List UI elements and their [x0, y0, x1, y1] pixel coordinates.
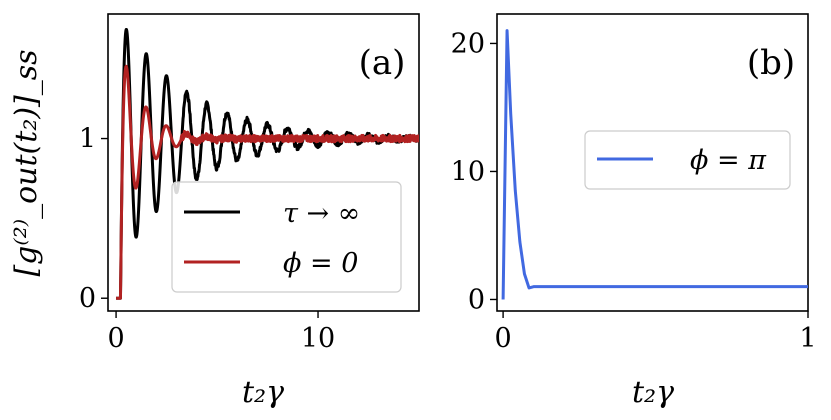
ytick-label: 0 [468, 284, 485, 315]
series-line-1-0 [501, 29, 808, 300]
panel-a: 0 10 0 1 (a) τ → ∞ ϕ = 0 t₂γ [g⁽²⁾_out(t₂)]… [9, 13, 420, 410]
series-line-0-1 [114, 64, 419, 300]
ytick-label: 10 [451, 156, 485, 187]
panel-a-legend: τ → ∞ ϕ = 0 [171, 181, 402, 293]
ytick-label: 1 [79, 124, 96, 155]
panel-a-legend-box [171, 181, 402, 293]
legend-text-phipi: ϕ = π [690, 145, 767, 176]
ytick-label: 0 [79, 283, 96, 314]
legend-text-phi0: ϕ = 0 [283, 248, 358, 279]
panel-a-ticks: 0 10 0 1 [79, 124, 335, 354]
panel-a-lines [114, 27, 419, 300]
panel-b-legend: ϕ = π [584, 130, 791, 190]
xtick-label: 1 [799, 323, 816, 354]
panel-b-legend-box [584, 130, 791, 190]
legend-text-tau: τ → ∞ [283, 198, 360, 229]
panel-b-xlabel: t₂γ [632, 375, 674, 410]
panel-a-ylabel: [g⁽²⁾_out(t₂)]_ss [9, 49, 44, 276]
xtick-label: 0 [495, 323, 512, 354]
panel-b-label: (b) [747, 43, 795, 83]
ytick-label: 20 [451, 28, 485, 59]
xtick-label: 0 [107, 323, 124, 354]
xtick-label: 10 [301, 323, 335, 354]
panel-a-label: (a) [359, 43, 406, 83]
panel-a-xlabel: t₂γ [242, 375, 284, 410]
panel-b-lines [501, 29, 808, 300]
